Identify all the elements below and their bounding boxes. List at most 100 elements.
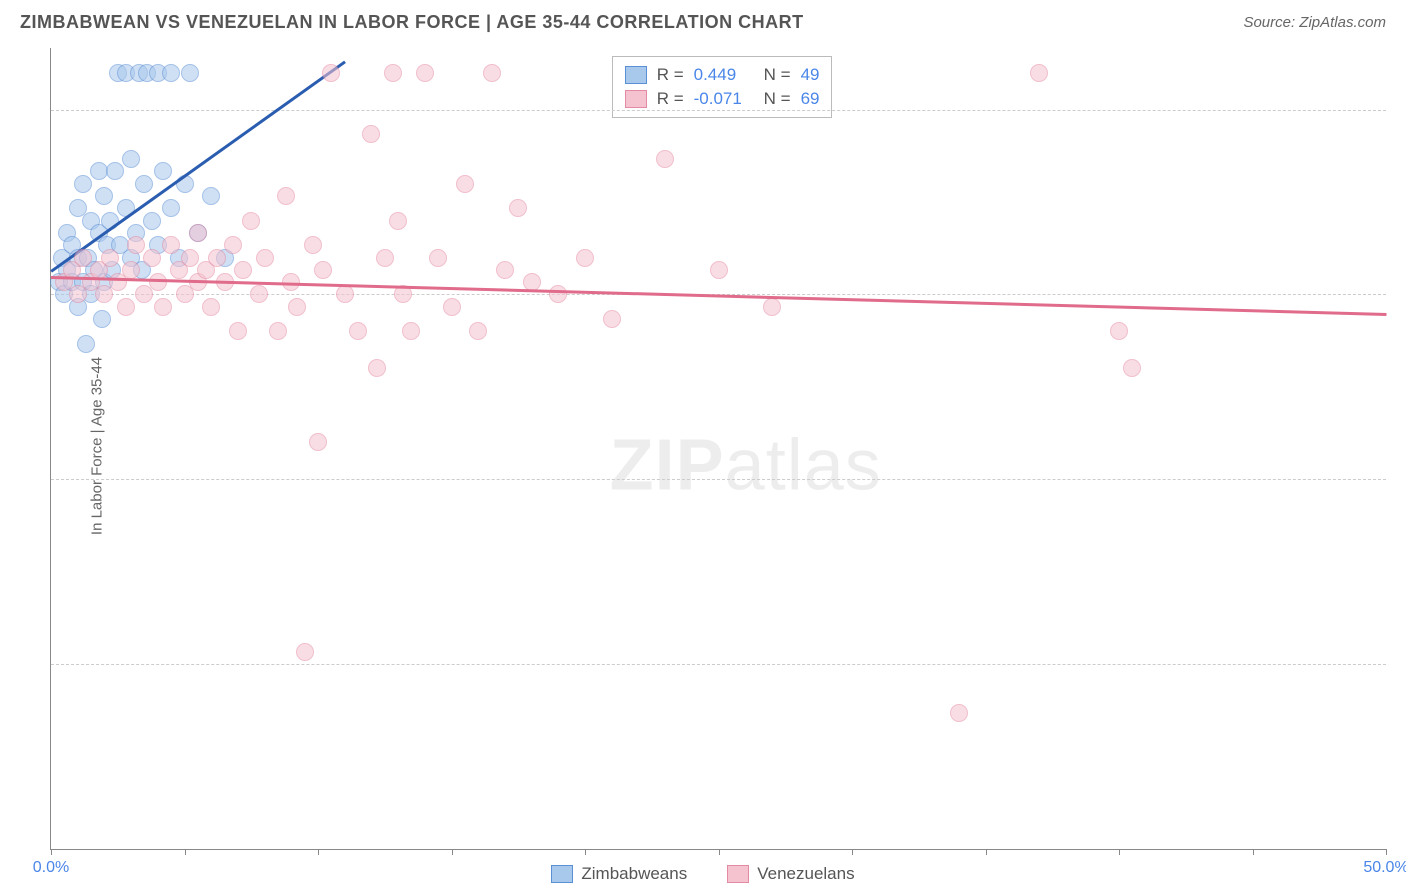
data-point [181, 64, 199, 82]
series-swatch [625, 90, 647, 108]
data-point [269, 322, 287, 340]
gridline [51, 479, 1386, 480]
data-point [149, 273, 167, 291]
data-point [202, 298, 220, 316]
legend-label: Venezuelans [757, 864, 854, 884]
data-point [443, 298, 461, 316]
data-point [402, 322, 420, 340]
data-point [456, 175, 474, 193]
data-point [122, 150, 140, 168]
data-point [93, 310, 111, 328]
data-point [389, 212, 407, 230]
data-point [101, 249, 119, 267]
data-point [127, 236, 145, 254]
data-point [208, 249, 226, 267]
n-value: 49 [801, 65, 820, 85]
r-value: -0.071 [694, 89, 754, 109]
data-point [242, 212, 260, 230]
data-point [74, 249, 92, 267]
data-point [154, 162, 172, 180]
data-point [1123, 359, 1141, 377]
legend-swatch [551, 865, 573, 883]
data-point [309, 433, 327, 451]
x-tick [1119, 849, 1120, 855]
data-point [234, 261, 252, 279]
data-point [483, 64, 501, 82]
legend-label: Zimbabweans [581, 864, 687, 884]
y-tick-label: 100.0% [1396, 101, 1406, 119]
x-tick [185, 849, 186, 855]
x-tick [51, 849, 52, 855]
data-point [106, 162, 124, 180]
legend-swatch [727, 865, 749, 883]
data-point [710, 261, 728, 279]
data-point [416, 64, 434, 82]
data-point [117, 298, 135, 316]
data-point [429, 249, 447, 267]
data-point [349, 322, 367, 340]
legend-item: Venezuelans [727, 864, 854, 884]
y-tick-label: 55.0% [1396, 655, 1406, 673]
watermark: ZIPatlas [610, 424, 882, 506]
data-point [1110, 322, 1128, 340]
data-point [469, 322, 487, 340]
data-point [576, 249, 594, 267]
x-tick [1386, 849, 1387, 855]
data-point [384, 64, 402, 82]
data-point [763, 298, 781, 316]
data-point [202, 187, 220, 205]
data-point [135, 175, 153, 193]
data-point [224, 236, 242, 254]
data-point [1030, 64, 1048, 82]
n-label: N = [764, 89, 791, 109]
data-point [288, 298, 306, 316]
chart-title: ZIMBABWEAN VS VENEZUELAN IN LABOR FORCE … [20, 12, 804, 33]
x-tick [452, 849, 453, 855]
stats-row: R = 0.449 N = 49 [625, 63, 820, 87]
data-point [162, 64, 180, 82]
x-tick [719, 849, 720, 855]
n-value: 69 [801, 89, 820, 109]
data-point [322, 64, 340, 82]
data-point [77, 335, 95, 353]
data-point [162, 236, 180, 254]
y-tick-label: 85.0% [1396, 285, 1406, 303]
data-point [189, 224, 207, 242]
data-point [509, 199, 527, 217]
series-swatch [625, 66, 647, 84]
data-point [154, 298, 172, 316]
data-point [162, 199, 180, 217]
data-point [143, 249, 161, 267]
data-point [74, 175, 92, 193]
data-point [250, 285, 268, 303]
r-label: R = [657, 65, 684, 85]
data-point [256, 249, 274, 267]
r-value: 0.449 [694, 65, 754, 85]
data-point [304, 236, 322, 254]
data-point [368, 359, 386, 377]
data-point [95, 187, 113, 205]
data-point [181, 249, 199, 267]
stats-row: R =-0.071N =69 [625, 87, 820, 111]
y-tick-label: 70.0% [1396, 470, 1406, 488]
data-point [496, 261, 514, 279]
data-point [336, 285, 354, 303]
data-point [122, 261, 140, 279]
x-tick [986, 849, 987, 855]
data-point [362, 125, 380, 143]
data-point [950, 704, 968, 722]
bottom-legend: Zimbabweans Venezuelans [0, 864, 1406, 884]
x-tick [852, 849, 853, 855]
data-point [143, 212, 161, 230]
data-point [229, 322, 247, 340]
data-point [314, 261, 332, 279]
n-label: N = [764, 65, 791, 85]
legend-item: Zimbabweans [551, 864, 687, 884]
data-point [376, 249, 394, 267]
x-tick [1253, 849, 1254, 855]
chart-plot-area: ZIPatlas R =0.449N =49R =-0.071N =69 55.… [50, 48, 1386, 850]
data-point [603, 310, 621, 328]
source-label: Source: ZipAtlas.com [1243, 14, 1386, 31]
gridline [51, 110, 1386, 111]
x-tick [585, 849, 586, 855]
